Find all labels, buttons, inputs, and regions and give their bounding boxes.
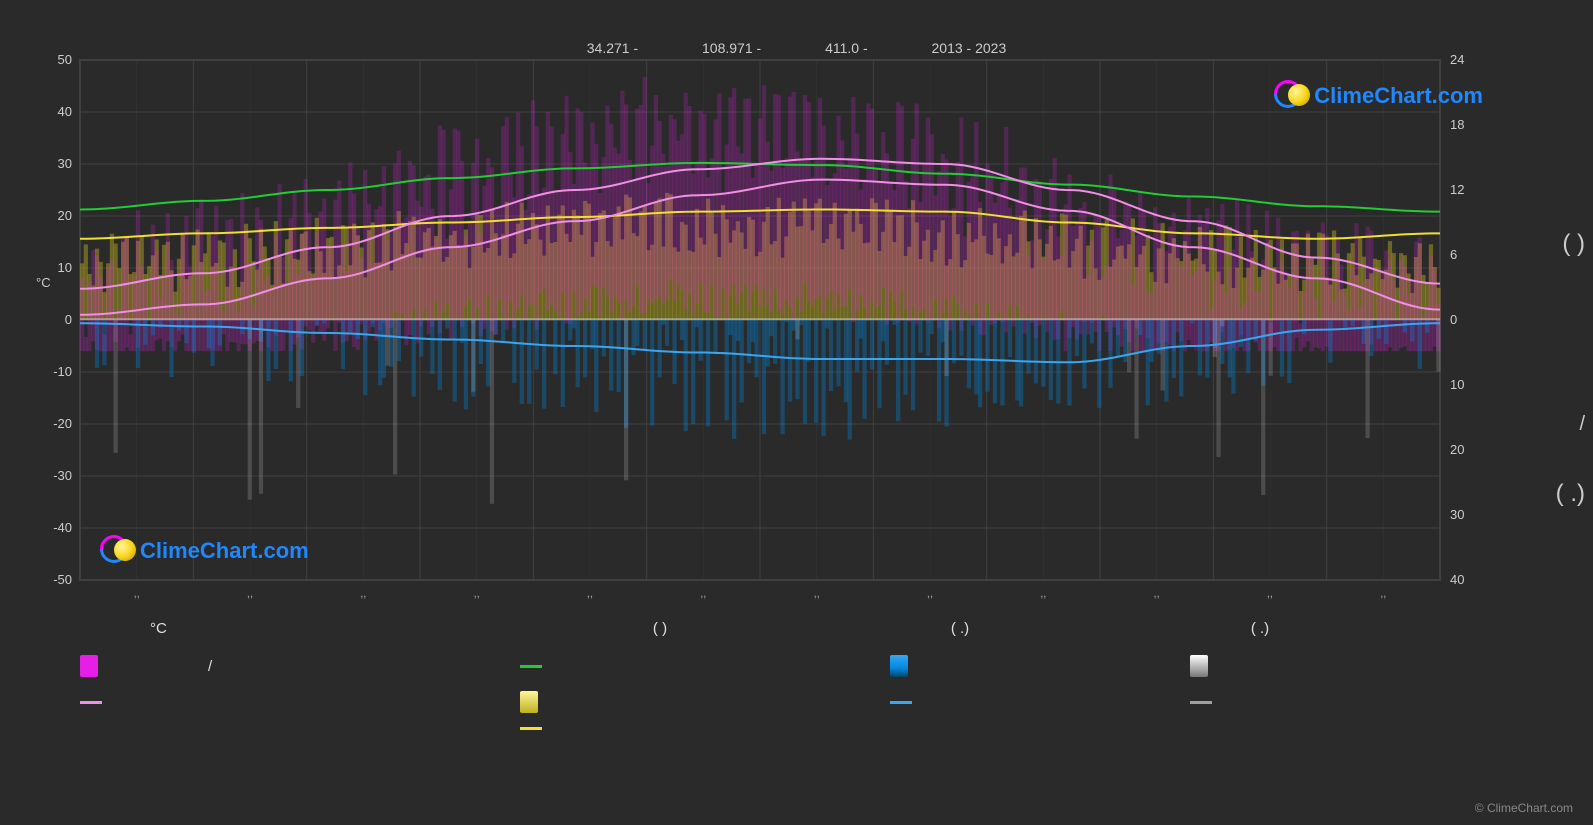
swatch-blue-line	[890, 701, 912, 704]
legend-header-temp: °C	[80, 620, 510, 637]
x-tick: ,,	[873, 588, 986, 600]
svg-text:-30: -30	[53, 468, 72, 483]
climechart-logo-icon	[100, 535, 132, 567]
y-right-mid-label: /	[1579, 413, 1585, 436]
x-tick: ,,	[1327, 588, 1440, 600]
svg-text:18: 18	[1450, 117, 1464, 132]
x-axis-ticks: ,, ,, ,, ,, ,, ,, ,, ,, ,, ,, ,, ,,	[80, 588, 1440, 600]
swatch-yellow-line	[520, 727, 542, 730]
legend: °C ( ) ( .) ( .) /	[80, 620, 1440, 744]
swatch-magenta-box	[80, 655, 98, 677]
svg-text:10: 10	[1450, 377, 1464, 392]
x-tick: ,,	[193, 588, 306, 600]
svg-text:40: 40	[58, 104, 72, 119]
chart-svg: 50403020100-10-20-30-40-5024181260102030…	[80, 60, 1440, 580]
svg-text:-20: -20	[53, 416, 72, 431]
svg-text:24: 24	[1450, 52, 1464, 67]
svg-text:12: 12	[1450, 182, 1464, 197]
legend-header-precip: ( .)	[810, 620, 1110, 637]
chart-container: 34.271 - 108.971 - 411.0 - 2013 - 2023 °…	[0, 0, 1593, 825]
chart-plot-area: 50403020100-10-20-30-40-5024181260102030…	[80, 60, 1440, 580]
swatch-green-line	[520, 665, 542, 668]
x-tick: ,,	[420, 588, 533, 600]
swatch-pink-line	[80, 701, 102, 704]
climechart-logo-icon	[1274, 80, 1306, 112]
watermark-bottom: ClimeChart.com	[100, 535, 309, 567]
watermark-text: ClimeChart.com	[1314, 83, 1483, 109]
legend-row-3	[80, 727, 1440, 730]
svg-text:-50: -50	[53, 572, 72, 587]
svg-text:30: 30	[1450, 507, 1464, 522]
x-tick: ,,	[533, 588, 646, 600]
meta-elev: 411.0 -	[825, 40, 868, 56]
x-tick: ,,	[1100, 588, 1213, 600]
svg-text:-10: -10	[53, 364, 72, 379]
svg-text:40: 40	[1450, 572, 1464, 587]
x-tick: ,,	[1213, 588, 1326, 600]
legend-header-other: ( .)	[1110, 620, 1410, 637]
swatch-white-box	[1190, 655, 1208, 677]
watermark-text: ClimeChart.com	[140, 538, 309, 564]
svg-text:30: 30	[58, 156, 72, 171]
copyright: © ClimeChart.com	[1475, 801, 1573, 815]
y-right-upper-label: ( )	[1562, 230, 1585, 258]
x-tick: ,,	[307, 588, 420, 600]
y-left-axis-label: °C	[36, 275, 51, 290]
legend-row-2	[80, 691, 1440, 713]
svg-text:6: 6	[1450, 247, 1457, 262]
swatch-blue-box	[890, 655, 908, 677]
legend-headers: °C ( ) ( .) ( .)	[80, 620, 1440, 637]
svg-text:10: 10	[58, 260, 72, 275]
meta-years: 2013 - 2023	[932, 40, 1007, 56]
legend-row-1: /	[80, 655, 1440, 677]
svg-text:20: 20	[58, 208, 72, 223]
x-tick: ,,	[80, 588, 193, 600]
svg-text:20: 20	[1450, 442, 1464, 457]
svg-text:0: 0	[1450, 312, 1457, 327]
svg-text:-40: -40	[53, 520, 72, 535]
legend-text: /	[208, 658, 212, 675]
meta-lat: 34.271 -	[587, 40, 638, 56]
meta-lon: 108.971 -	[702, 40, 761, 56]
metadata-row: 34.271 - 108.971 - 411.0 - 2013 - 2023	[0, 40, 1593, 56]
watermark-top: ClimeChart.com	[1274, 80, 1483, 112]
x-tick: ,,	[987, 588, 1100, 600]
swatch-yellow-box	[520, 691, 538, 713]
legend-header-sun: ( )	[510, 620, 810, 637]
y-right-lower-label: ( .)	[1556, 480, 1585, 508]
svg-text:50: 50	[58, 52, 72, 67]
swatch-grey-line	[1190, 701, 1212, 704]
x-tick: ,,	[760, 588, 873, 600]
x-tick: ,,	[647, 588, 760, 600]
svg-text:0: 0	[65, 312, 72, 327]
